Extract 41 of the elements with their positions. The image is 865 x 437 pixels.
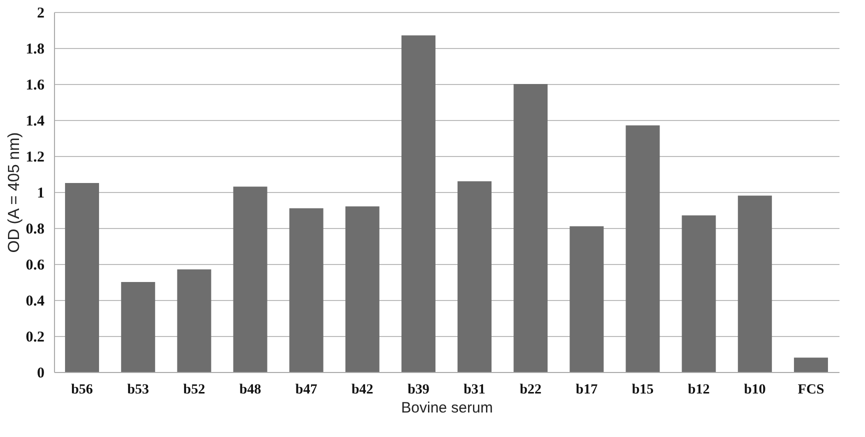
bar [401, 35, 436, 372]
x-tick-label: b17 [576, 382, 598, 398]
bar [570, 226, 604, 372]
bar [794, 358, 828, 372]
y-tick-label: 0.4 [26, 294, 45, 310]
x-axis-title: Bovine serum [401, 400, 493, 416]
y-tick-label: 2 [37, 6, 44, 22]
bar [738, 196, 772, 372]
bar [177, 269, 212, 372]
x-tick-label: b15 [632, 382, 654, 398]
x-tick-label: b53 [127, 382, 150, 398]
y-tick-label: 1.6 [26, 78, 45, 94]
x-tick-label: b22 [520, 382, 542, 398]
y-axis-title: OD (A = 405 nm) [6, 132, 23, 253]
bar [458, 181, 492, 372]
y-tick-label: 0.6 [26, 258, 45, 274]
bar [233, 186, 268, 372]
x-tick-label: b42 [351, 382, 374, 398]
bar [514, 84, 548, 372]
bar [345, 206, 380, 372]
bar [289, 208, 324, 372]
bar [682, 215, 716, 372]
x-tick-label: b39 [408, 382, 430, 398]
x-tick-label: b47 [295, 382, 318, 398]
y-tick-label: 0.8 [26, 222, 44, 238]
x-tick-label: b52 [183, 382, 206, 398]
y-tick-label: 0.2 [26, 330, 44, 346]
x-tick-label: FCS [798, 382, 824, 398]
x-tick-label: b10 [744, 382, 766, 398]
y-tick-label: 1.8 [26, 42, 44, 58]
bar [65, 183, 100, 372]
x-tick-label: b12 [688, 382, 710, 398]
bar [121, 282, 156, 372]
y-tick-label: 1 [37, 186, 44, 202]
y-tick-label: 0 [37, 366, 44, 382]
x-tick-label: b48 [239, 382, 262, 398]
y-tick-label: 1.4 [26, 114, 45, 130]
bar [626, 125, 660, 372]
x-tick-label: b31 [464, 382, 486, 398]
y-tick-label: 1.2 [26, 150, 44, 166]
x-tick-label: b56 [71, 382, 93, 398]
